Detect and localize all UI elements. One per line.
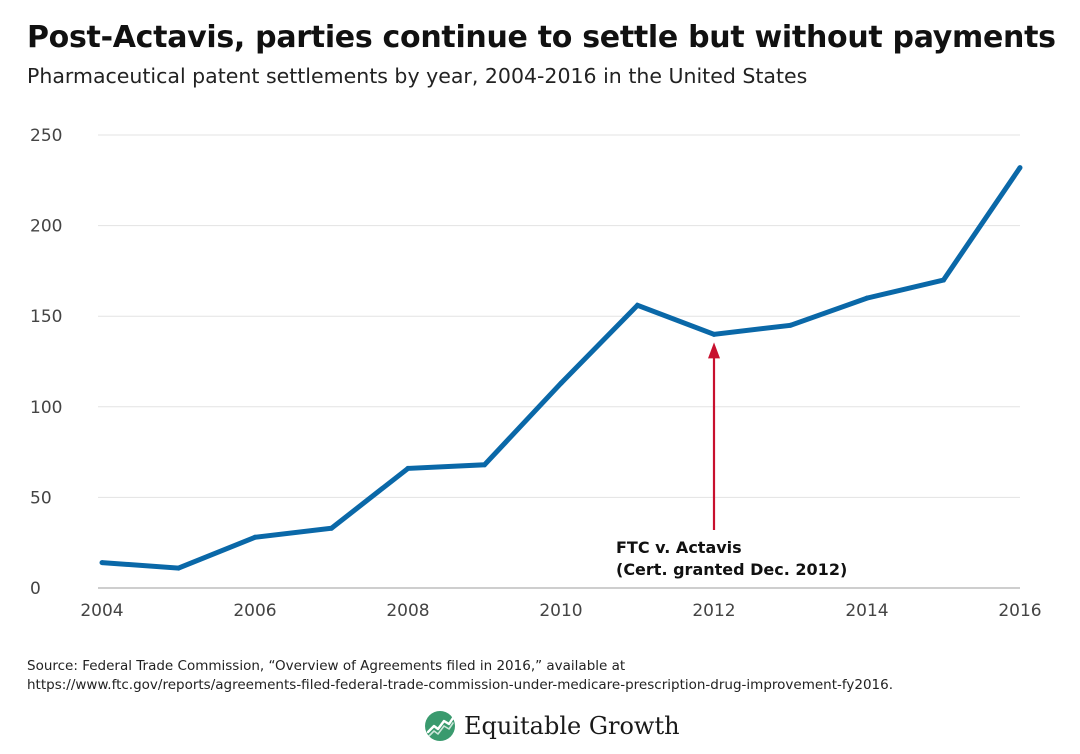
data-point-2010 — [558, 380, 564, 386]
y-tick-label-0: 0 — [30, 579, 41, 599]
x-tick-label-2014: 2014 — [845, 601, 888, 621]
series-line-0 — [101, 166, 1023, 571]
x-tick-label-2006: 2006 — [233, 601, 276, 621]
source-note: Source: Federal Trade Commission, “Overv… — [27, 657, 1057, 695]
annotation-layer: FTC v. Actavis (Cert. granted Dec. 2012) — [616, 342, 847, 579]
trend-line-leaf-icon — [425, 711, 455, 741]
chart-title: Post-Actavis, parties continue to settle… — [27, 20, 1056, 55]
data-point-2015 — [941, 277, 946, 283]
x-tick-label-2016: 2016 — [998, 601, 1041, 621]
data-point-2006 — [252, 534, 258, 540]
data-point-2005 — [176, 565, 181, 571]
y-tick-label-200: 200 — [30, 217, 62, 237]
y-tick-label-50: 50 — [30, 488, 52, 508]
x-tick-label-2004: 2004 — [80, 601, 123, 621]
x-tick-label-2012: 2012 — [692, 601, 735, 621]
data-point-2016 — [1017, 165, 1023, 171]
x-axis-ticks: 2004 2006 2008 2010 2012 2014 2016 — [80, 601, 1041, 621]
logo-text: Equitable Growth — [464, 712, 680, 740]
x-tick-label-2008: 2008 — [386, 601, 429, 621]
y-tick-label-150: 150 — [30, 307, 62, 327]
data-point-2014 — [864, 295, 870, 301]
source-line-1: Source: Federal Trade Commission, “Overv… — [27, 658, 626, 674]
series-layer — [99, 165, 1023, 571]
data-point-2004 — [99, 560, 105, 566]
y-tick-label-250: 250 — [30, 126, 62, 146]
y-axis-ticks: 0 50 100 150 200 250 — [30, 126, 62, 599]
data-point-2007 — [329, 525, 334, 531]
chart-subtitle: Pharmaceutical patent settlements by yea… — [27, 64, 808, 88]
annotation-label-line-1: FTC v. Actavis — [616, 538, 742, 557]
data-point-2009 — [482, 462, 487, 468]
annotation-arrow-head — [708, 342, 720, 359]
x-tick-label-2010: 2010 — [539, 601, 582, 621]
data-point-2012 — [711, 331, 717, 337]
source-line-2: https://www.ftc.gov/reports/agreements-f… — [27, 677, 894, 693]
gridlines — [98, 134, 1020, 589]
annotation-label-line-2: (Cert. granted Dec. 2012) — [616, 560, 847, 579]
data-point-2008 — [405, 465, 411, 471]
y-tick-label-100: 100 — [30, 398, 62, 418]
data-point-2011 — [635, 302, 640, 308]
equitable-growth-logo: Equitable Growth — [424, 708, 680, 744]
data-point-2013 — [788, 322, 793, 328]
line-chart: 0 50 100 150 200 250 2004 2006 2008 2010 2012 2014… — [30, 126, 1042, 621]
